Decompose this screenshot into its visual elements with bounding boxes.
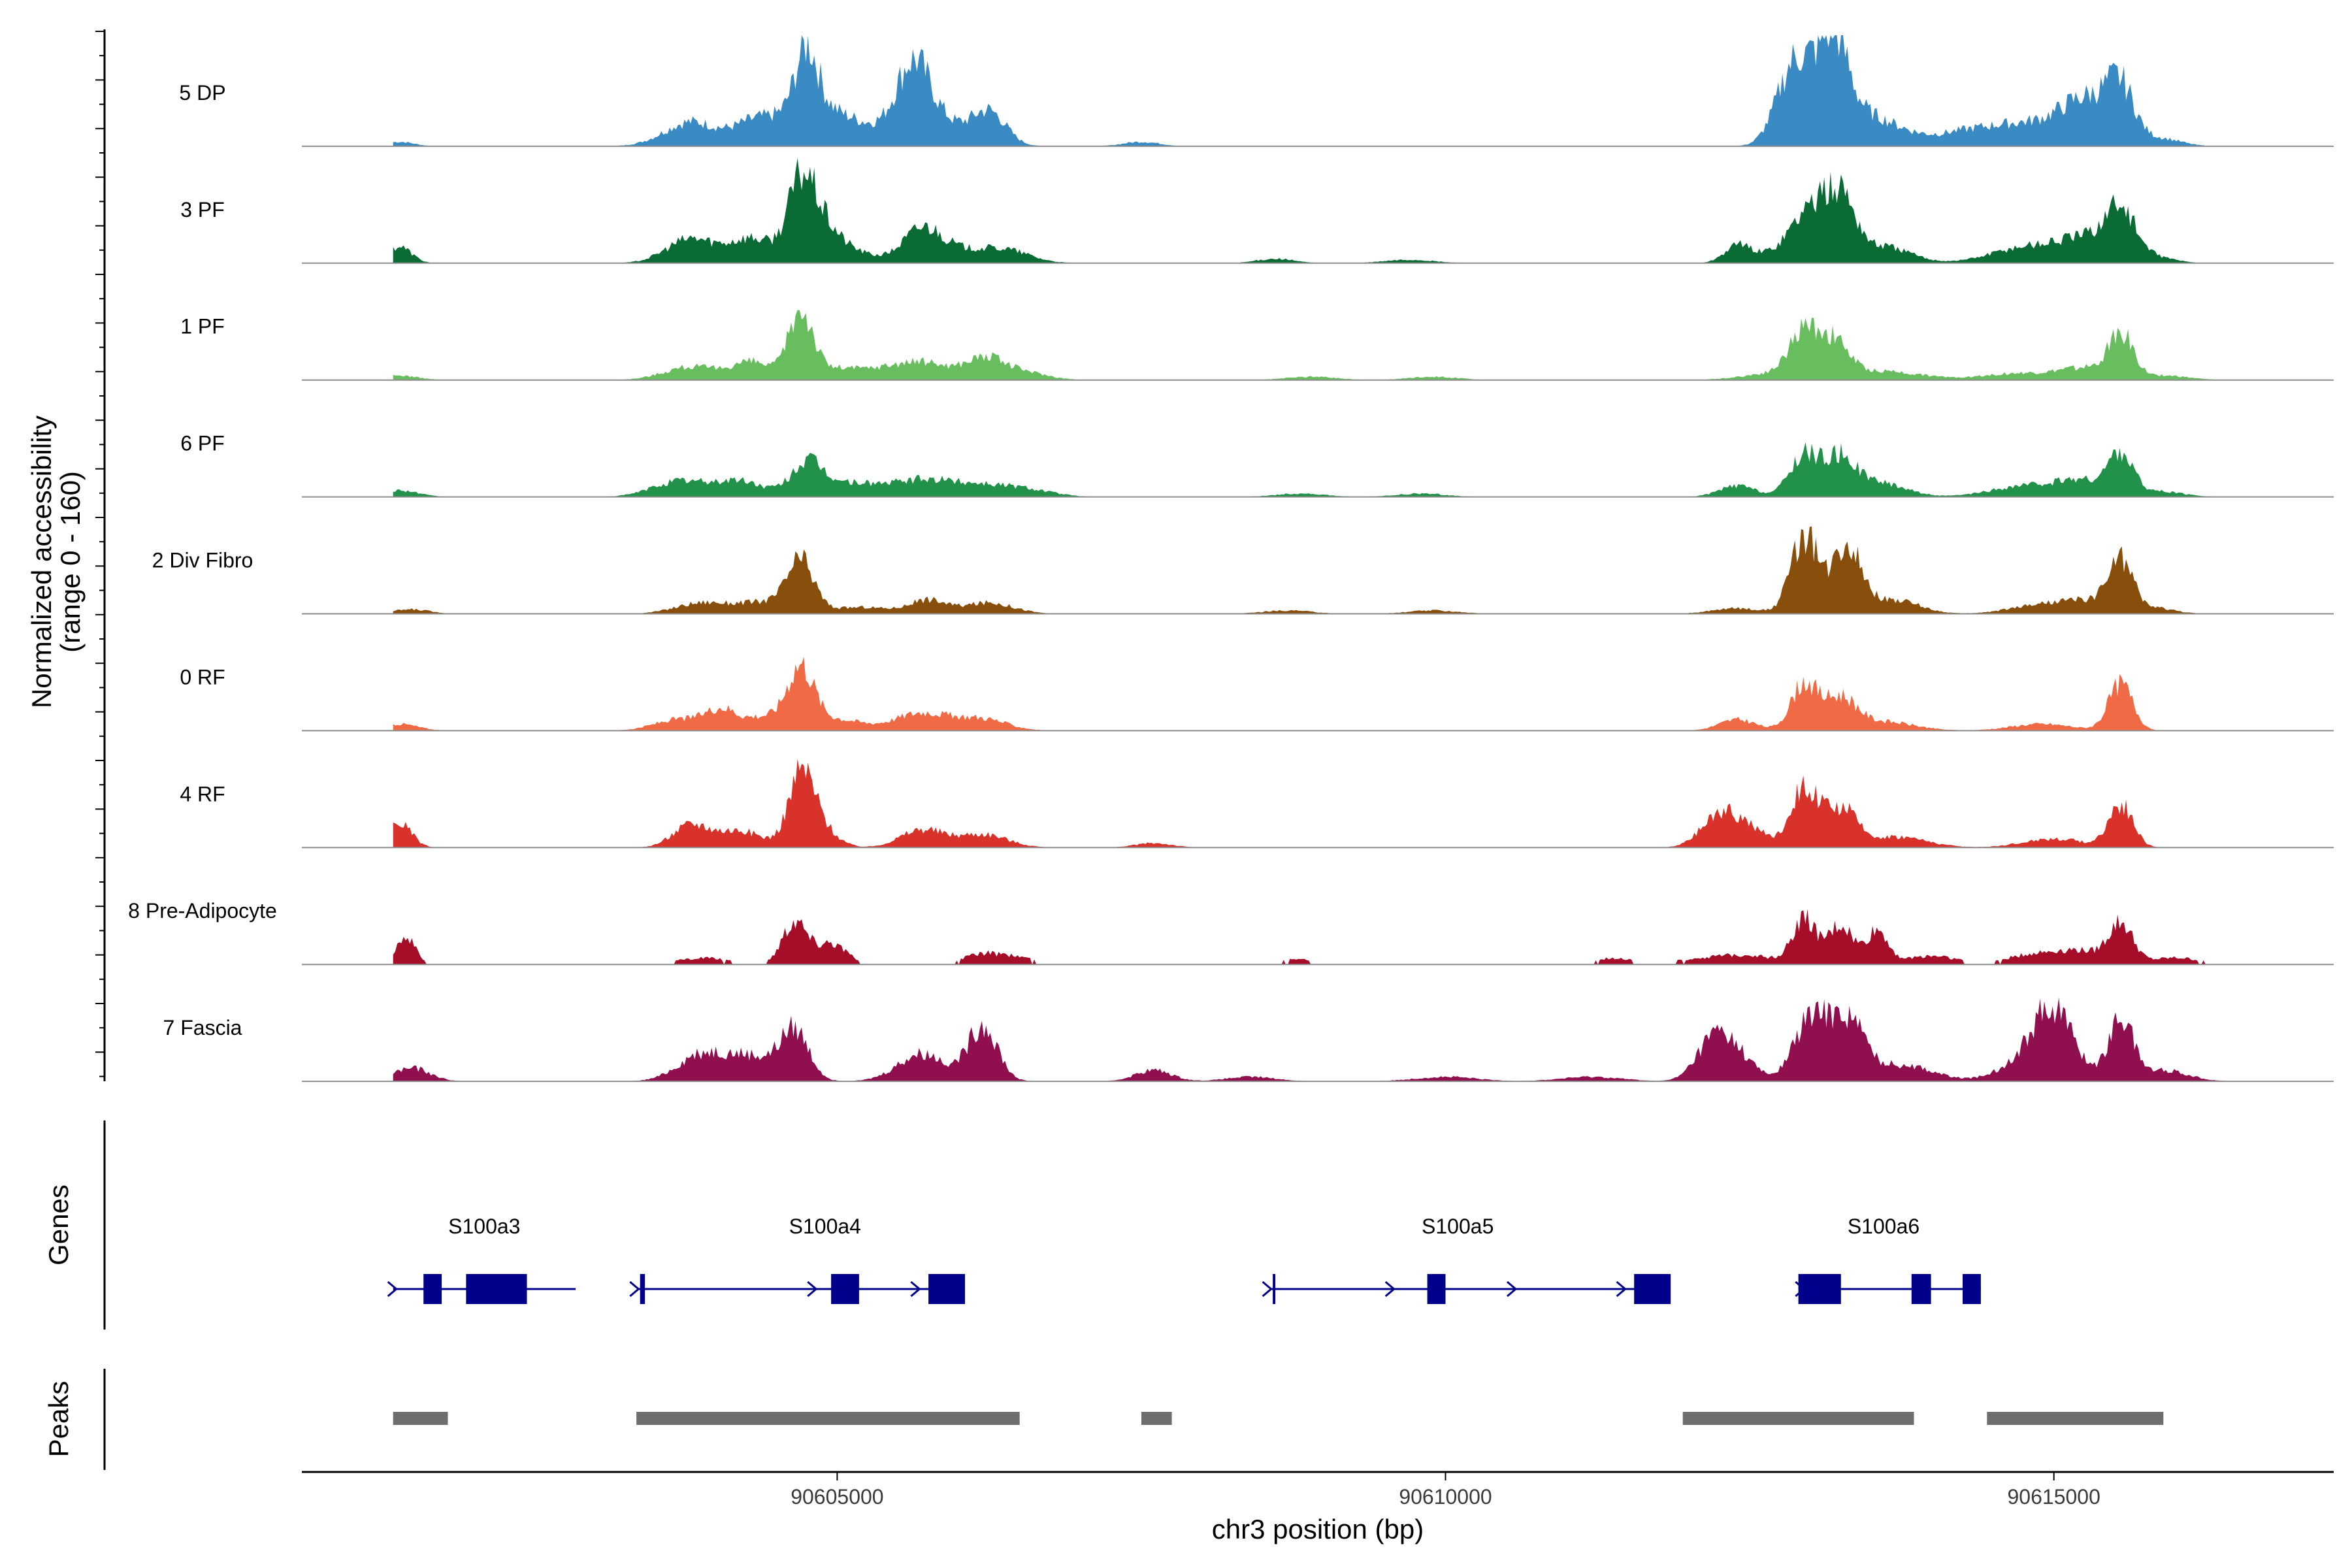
peaks-track: Peaks xyxy=(43,1369,2164,1470)
coverage-area xyxy=(393,997,2279,1082)
gene-label: S100a6 xyxy=(1848,1215,1919,1238)
coverage-area xyxy=(393,526,2279,614)
y-axis-title-line-1: Normalized accessibility xyxy=(26,416,57,708)
gene-models: S100a3 S100a4 S100a5 S100a6 xyxy=(387,1215,1981,1304)
coverage-area xyxy=(393,157,2279,263)
x-axis-ticks: 90605000 90610000 90615000 xyxy=(791,1472,2100,1509)
track-label: 1 PF xyxy=(180,315,225,338)
peak-region xyxy=(636,1412,1020,1425)
track-4-rf: 4 RF xyxy=(180,759,2334,849)
strand-arrow-icon xyxy=(1262,1281,1273,1298)
x-axis-tick-label: 90615000 xyxy=(2008,1485,2100,1509)
track-2-div-fibro: 2 Div Fibro xyxy=(152,526,2334,615)
track-label: 3 PF xyxy=(180,198,225,221)
gene-exon xyxy=(1427,1274,1446,1304)
gene-exon xyxy=(928,1274,965,1304)
gene-s100a4: S100a4 xyxy=(629,1215,965,1304)
genes-track-title: Genes xyxy=(43,1184,74,1266)
track-3-pf: 3 PF xyxy=(180,157,2334,264)
peak-region xyxy=(393,1412,448,1425)
gene-exon xyxy=(466,1274,527,1304)
peaks-track-title: Peaks xyxy=(43,1381,74,1458)
gene-exon xyxy=(1911,1274,1931,1304)
gene-label: S100a5 xyxy=(1422,1215,1494,1238)
peak-region xyxy=(1682,1412,1914,1425)
track-label: 0 RF xyxy=(180,665,225,689)
gene-exon xyxy=(423,1274,442,1304)
strand-arrow-icon xyxy=(1507,1281,1518,1298)
track-7-fascia: 7 Fascia xyxy=(163,997,2334,1083)
gene-label: S100a4 xyxy=(789,1215,861,1238)
track-6-pf: 6 PF xyxy=(180,432,2334,498)
genes-track: Genes S100a3 S100a4 S100a5 S100a6 xyxy=(43,1120,1981,1330)
x-axis-title: chr3 position (bp) xyxy=(1212,1514,1424,1544)
peak-regions xyxy=(393,1412,2164,1425)
gene-exon xyxy=(1963,1274,1981,1304)
x-axis-tick-label: 90610000 xyxy=(1399,1485,1492,1509)
y-axis-ticks xyxy=(95,31,105,1077)
gene-exon xyxy=(831,1274,859,1304)
track-8-pre-adipocyte: 8 Pre-Adipocyte xyxy=(128,899,2334,966)
track-label: 2 Div Fibro xyxy=(152,549,253,572)
y-axis-title-line-2: (range 0 - 160) xyxy=(55,471,86,653)
track-label: 6 PF xyxy=(180,432,225,455)
strand-arrow-icon xyxy=(910,1281,921,1298)
peak-region xyxy=(1987,1412,2164,1425)
strand-arrow-icon xyxy=(807,1281,818,1298)
gene-label: S100a3 xyxy=(448,1215,520,1238)
coverage-area xyxy=(393,35,2279,146)
peak-region xyxy=(1141,1412,1172,1425)
coverage-area xyxy=(393,442,2279,497)
gene-s100a3: S100a3 xyxy=(387,1215,576,1304)
gene-s100a5: S100a5 xyxy=(1262,1215,1671,1304)
coverage-area xyxy=(393,759,2279,848)
strand-arrow-icon xyxy=(1384,1281,1396,1298)
coverage-tracks: 5 DP 3 PF 1 PF 6 PF 2 Div Fibro 0 RF 4 RF 8 Pre… xyxy=(128,35,2334,1083)
track-label: 5 DP xyxy=(179,81,225,105)
gene-s100a6: S100a6 xyxy=(1795,1215,1981,1304)
track-5-dp: 5 DP xyxy=(179,35,2334,147)
strand-arrow-icon xyxy=(629,1281,640,1298)
strand-arrow-icon xyxy=(387,1281,399,1298)
coverage-area xyxy=(393,909,2279,965)
gene-exon xyxy=(1634,1274,1671,1304)
track-1-pf: 1 PF xyxy=(180,310,2334,381)
gene-exon xyxy=(640,1274,645,1304)
x-axis: 90605000 90610000 90615000 chr3 position (… xyxy=(302,1471,2334,1544)
track-label: 4 RF xyxy=(180,782,225,806)
y-axis: Normalized accessibility (range 0 - 160) xyxy=(26,29,106,1081)
track-label: 7 Fascia xyxy=(163,1016,242,1039)
strand-arrow-icon xyxy=(1795,1281,1806,1298)
gene-exon xyxy=(1273,1274,1276,1304)
track-label: 8 Pre-Adipocyte xyxy=(128,899,277,923)
strand-arrow-icon xyxy=(1616,1281,1627,1298)
coverage-area xyxy=(393,310,2279,380)
x-axis-tick-label: 90605000 xyxy=(791,1485,883,1509)
track-0-rf: 0 RF xyxy=(180,657,2334,732)
coverage-area xyxy=(393,657,2279,731)
